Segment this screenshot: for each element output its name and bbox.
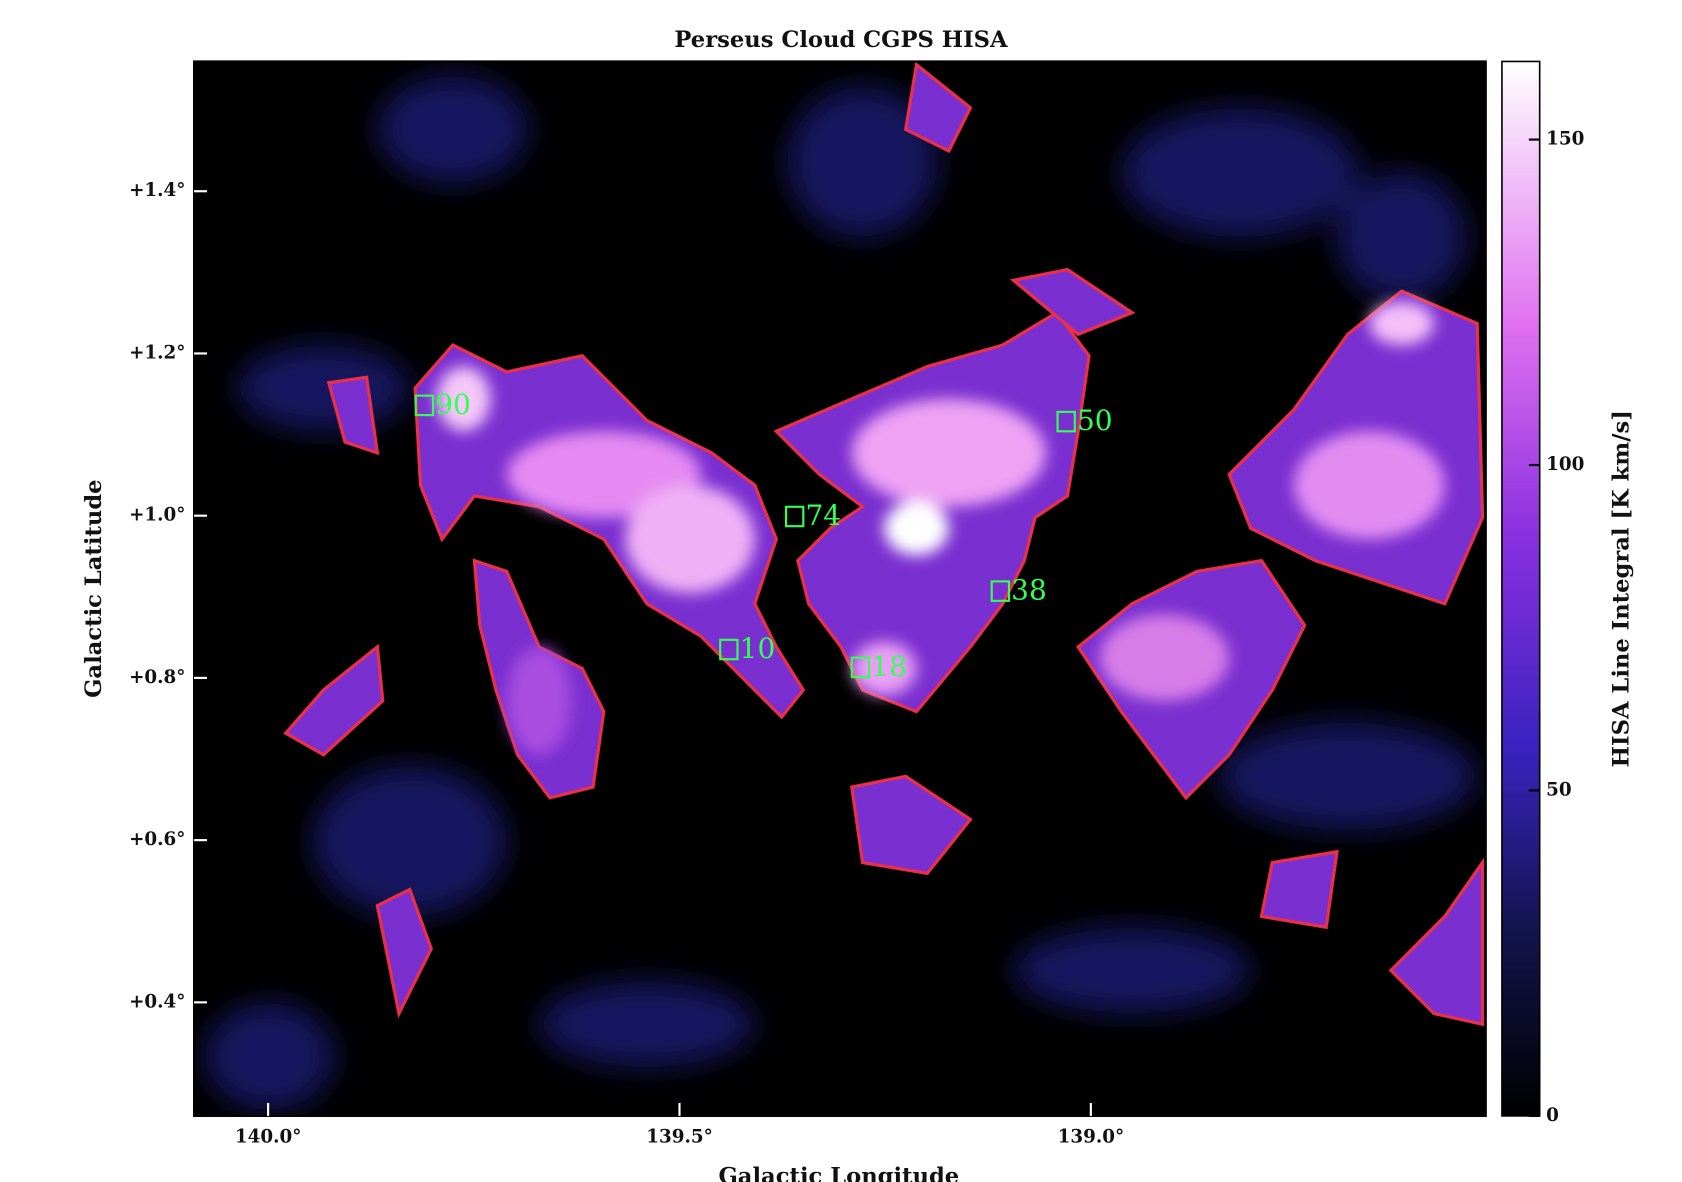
colorbar-tick-label: 50 — [1546, 779, 1571, 800]
marker-box — [719, 638, 739, 661]
y-tick-label: +1.4° — [129, 180, 185, 201]
y-axis-label: Galactic Latitude — [81, 479, 107, 697]
colorbar-label: HISA Line Integral [K km/s] — [1609, 410, 1635, 767]
marker-label: 18 — [871, 650, 907, 683]
y-tick-label: +1.2° — [129, 342, 185, 363]
chart-title: Perseus Cloud CGPS HISA — [674, 27, 1008, 53]
x-axis-label: Galactic Longitude — [718, 1163, 959, 1182]
emission-map — [194, 61, 1486, 1116]
marker-box — [850, 656, 871, 679]
marker-label: 10 — [740, 632, 776, 665]
colorbar-tick-label: 0 — [1546, 1105, 1559, 1126]
x-tick-label: 140.0° — [235, 1126, 302, 1147]
y-tick-label: +0.6° — [129, 829, 185, 850]
colorbar-tick-label: 100 — [1546, 454, 1584, 475]
plot-frame — [192, 60, 1487, 1117]
x-tick-label: 139.0° — [1058, 1126, 1125, 1147]
colorbar-tick-label: 150 — [1546, 129, 1584, 150]
marker-box — [990, 580, 1011, 602]
marker-label: 90 — [435, 388, 471, 421]
colorbar — [1501, 60, 1541, 1117]
marker-label: 38 — [1011, 574, 1047, 607]
y-tick-label: +0.4° — [129, 991, 185, 1012]
y-tick-label: +1.0° — [129, 505, 185, 526]
marker-label: 50 — [1077, 404, 1113, 437]
marker-box — [1056, 410, 1076, 433]
marker-box — [784, 505, 805, 528]
y-tick-label: +0.8° — [129, 667, 185, 688]
marker-label: 74 — [805, 499, 841, 532]
x-tick-label: 139.5° — [646, 1126, 713, 1147]
marker-box — [414, 394, 435, 417]
